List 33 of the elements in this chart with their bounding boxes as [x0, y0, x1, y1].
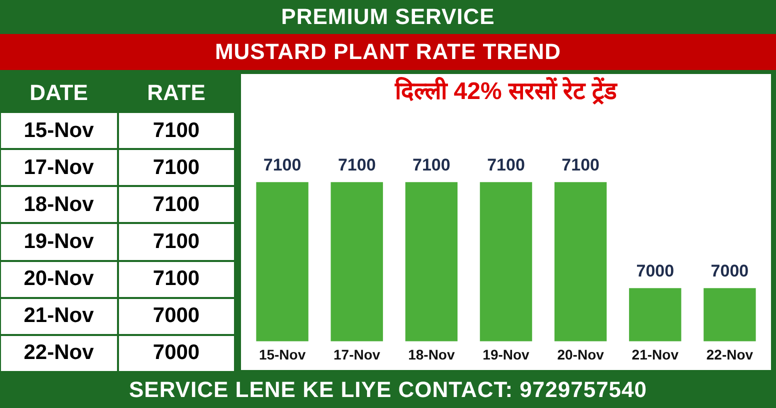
text: 20-Nov: [0, 260, 118, 298]
x-tick-label: 18-Nov: [408, 346, 455, 362]
x-tick-label: 20-Nov: [557, 346, 604, 362]
text: 7100: [118, 186, 235, 224]
data-label: 7100: [487, 155, 525, 174]
data-label: 7100: [338, 155, 376, 174]
text: RATE: [118, 74, 235, 112]
x-tick-label: 19-Nov: [482, 346, 530, 362]
text: DATE: [0, 74, 118, 112]
text: 7000: [118, 298, 235, 335]
x-tick-label: 21-Nov: [632, 346, 679, 362]
x-tick-label: 22-Nov: [706, 346, 754, 362]
data-label: 7000: [710, 261, 749, 280]
text: 18-Nov: [0, 186, 118, 224]
data-label: 7100: [562, 155, 600, 174]
text: MUSTARD PLANT RATE TREND: [0, 34, 776, 70]
data-label: 7100: [412, 155, 450, 174]
text: 7100: [118, 112, 235, 150]
text: 17-Nov: [0, 149, 118, 186]
text: 7000: [118, 334, 235, 372]
text: 15-Nov: [0, 112, 118, 150]
data-label: 7000: [636, 261, 674, 280]
text: PREMIUM SERVICE: [0, 0, 776, 34]
text: 7100: [118, 149, 235, 186]
x-tick-label: 15-Nov: [258, 346, 306, 362]
text: 7100: [118, 260, 235, 298]
annotation: SERVICE LENE KE LIYE CONTACT: 9729757540: [128, 376, 648, 404]
data-label: 7100: [263, 155, 302, 174]
chart-title: दिल्ली 42% सरसों रेट ट्रेंड: [394, 77, 618, 106]
text: 21-Nov: [0, 298, 118, 335]
text: 19-Nov: [0, 223, 118, 261]
x-tick-label: 17-Nov: [334, 346, 380, 362]
text: 7100: [118, 223, 235, 261]
